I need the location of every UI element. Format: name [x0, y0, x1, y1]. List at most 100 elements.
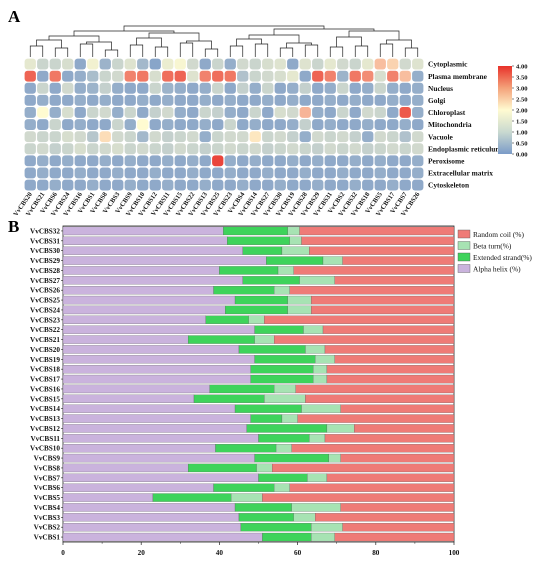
dendrogram-branch: [273, 28, 375, 35]
heatmap-cell: [249, 167, 261, 179]
heatmap-cell: [387, 179, 399, 191]
bar-segment: [213, 483, 275, 492]
bar-segment: [62, 473, 259, 482]
heatmap-cell: [112, 82, 124, 94]
heatmap-cell: [412, 94, 424, 106]
legend-swatch: [457, 229, 471, 239]
heatmap-chart: Cytoplasmic Plasma membrane Nucleus Golgi Ch…: [12, 25, 528, 218]
column-dendrogram: [29, 25, 419, 57]
heatmap-cell: [162, 107, 174, 118]
heatmap-cell: [174, 131, 186, 143]
heatmap-cell: [249, 179, 261, 191]
bar-segment: [287, 295, 312, 305]
heatmap-cell: [299, 82, 311, 94]
heatmap-cell: [412, 179, 424, 191]
heatmap-cell: [224, 143, 236, 155]
heatmap-cell: [312, 58, 324, 70]
heatmap-cell: [337, 119, 349, 130]
heatmap-cell: [237, 58, 249, 70]
bar-segment: [274, 384, 296, 394]
heatmap-cell: [274, 82, 286, 94]
heatmap-cell: [74, 82, 86, 94]
heatmap-cell: [262, 167, 274, 179]
heatmap-cell: [312, 70, 324, 82]
legend-swatch: [457, 264, 471, 273]
dendrogram-branch: [379, 43, 394, 57]
bar-segment: [62, 266, 220, 275]
heatmap-cell: [62, 58, 74, 70]
heatmap-cell: [287, 131, 299, 143]
dendrogram-branch: [104, 49, 119, 57]
heatmap-cell: [24, 94, 36, 106]
heatmap-cell: [399, 155, 411, 167]
heatmap-cell: [62, 155, 74, 167]
heatmap-cell: [199, 155, 211, 167]
heatmap-cell: [287, 167, 299, 179]
heatmap-cell: [199, 82, 211, 94]
heatmap-row-label: Cytoplasmic: [428, 60, 468, 69]
heatmap-cell: [312, 119, 324, 130]
heatmap-cell: [24, 82, 36, 94]
heatmap-column-labels: VvCBS20VvCBS21VvCBS6VvCBS24VvCBS16VvCBS1…: [12, 191, 421, 218]
bar-segment: [340, 453, 455, 463]
color-scale-tick-label: 1.00: [516, 129, 528, 136]
bar-segment: [313, 374, 328, 384]
bar-segment: [62, 513, 240, 522]
legend-swatch: [457, 241, 471, 250]
bar-category-label: VvCBS15: [30, 395, 60, 403]
heatmap-cell: [37, 143, 49, 155]
heatmap-cell: [124, 82, 136, 94]
heatmap-row-label: Chloroplast: [428, 108, 466, 117]
heatmap-cell: [349, 131, 361, 143]
bar-segment: [289, 483, 455, 492]
heatmap-cell: [237, 143, 249, 155]
heatmap-cell: [99, 82, 111, 94]
heatmap-cell: [399, 143, 411, 155]
heatmap-cell: [237, 179, 249, 191]
heatmap-cell: [24, 155, 36, 167]
bar-category-label: VvCBS6: [34, 484, 61, 492]
heatmap-cell: [37, 70, 49, 82]
x-tick-label: 0: [61, 549, 65, 557]
dendrogram-branch: [286, 42, 312, 48]
bar-segment: [340, 503, 455, 512]
heatmap-cell: [362, 107, 374, 118]
heatmap-cell: [387, 82, 399, 94]
bar-segment: [295, 384, 455, 394]
heatmap-cell: [62, 94, 74, 106]
heatmap-cell: [412, 143, 424, 155]
dendrogram-branch: [154, 46, 169, 57]
heatmap-cell: [262, 143, 274, 155]
color-scale-tick-label: 0.00: [516, 151, 528, 158]
bar-segment: [62, 493, 154, 502]
heatmap-cell: [199, 143, 211, 155]
heatmap-cell: [312, 143, 324, 155]
heatmap-cell: [224, 119, 236, 130]
heatmap-cell: [99, 94, 111, 106]
heatmap-cell: [149, 167, 161, 179]
bar-category-label: VvCBS32: [30, 227, 60, 235]
heatmap-cell: [124, 58, 136, 70]
bar-category-label: VvCBS17: [30, 376, 60, 384]
heatmap-cell: [249, 119, 261, 130]
heatmap-cell: [37, 58, 49, 70]
heatmap-cell: [37, 94, 49, 106]
bar-category-label: VvCBS27: [30, 277, 60, 285]
bar-segment: [303, 325, 324, 334]
bar-category-label: VvCBS11: [30, 435, 60, 443]
bar-segment: [342, 523, 455, 532]
bar-legend: Random coil (%) Beta turn(%) Extended stra…: [457, 229, 532, 274]
heatmap-cell: [87, 167, 99, 179]
dendrogram-branch: [54, 47, 69, 57]
heatmap-cell: [62, 119, 74, 130]
heatmap-cell: [299, 107, 311, 118]
color-scale-legend: 4.00 3.50 3.00 2.50 2.00 1.50 1.00 0.50 0.00: [498, 63, 528, 158]
heatmap-cell: [212, 58, 224, 70]
heatmap-cell: [337, 131, 349, 143]
heatmap-cell: [24, 58, 36, 70]
heatmap-cell: [87, 119, 99, 130]
heatmap-cell: [287, 58, 299, 70]
dendrogram-branch: [79, 43, 94, 57]
heatmap-cell: [299, 70, 311, 82]
heatmap-cell: [337, 94, 349, 106]
